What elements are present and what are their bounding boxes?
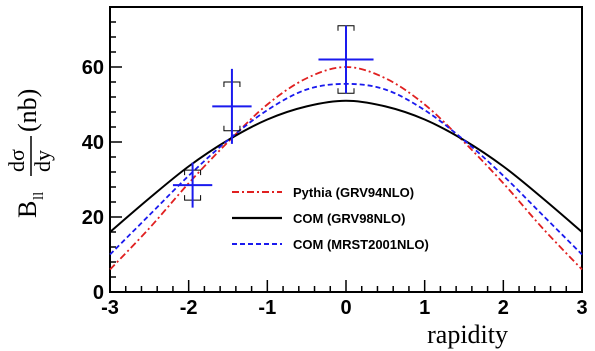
- y-tick-label: 60: [82, 57, 104, 79]
- axis-ticks: [109, 6, 583, 293]
- x-axis-label: rapidity: [427, 320, 508, 349]
- y-axis-label-frac-num: dσ: [4, 149, 29, 172]
- y-axis-label-frac-den: dy: [30, 150, 55, 172]
- y-tick-label: 40: [82, 132, 104, 154]
- legend-label: COM (MRST2001NLO): [293, 237, 429, 252]
- series-line: [109, 99, 583, 233]
- measured-points: [172, 25, 374, 208]
- x-tick-label: 1: [419, 297, 430, 319]
- x-tick-label: 2: [498, 297, 509, 319]
- y-axis-label: B ll dσ dy (nb): [4, 89, 55, 218]
- x-tick-labels: -3 -2 -1 0 1 2 3: [101, 297, 587, 319]
- x-tick-label: 0: [340, 297, 351, 319]
- y-axis-label-unit: (nb): [13, 89, 42, 132]
- x-tick-label: 3: [576, 297, 587, 319]
- y-axis-label-sub: ll: [31, 192, 47, 200]
- x-tick-label: -2: [180, 297, 198, 319]
- x-tick-label: -1: [258, 297, 276, 319]
- y-tick-label: 20: [82, 207, 104, 229]
- series-line: [109, 82, 583, 256]
- y-tick-label: 0: [93, 282, 104, 304]
- legend: Pythia (GRV94NLO) COM (GRV98NLO) COM (MRST…: [232, 185, 429, 252]
- x-tick-label: -3: [101, 297, 119, 319]
- legend-label: COM (GRV98NLO): [293, 211, 405, 226]
- y-axis-label-main: B: [13, 201, 42, 218]
- legend-label: Pythia (GRV94NLO): [293, 185, 414, 200]
- y-tick-labels: 0 20 40 60: [82, 57, 104, 304]
